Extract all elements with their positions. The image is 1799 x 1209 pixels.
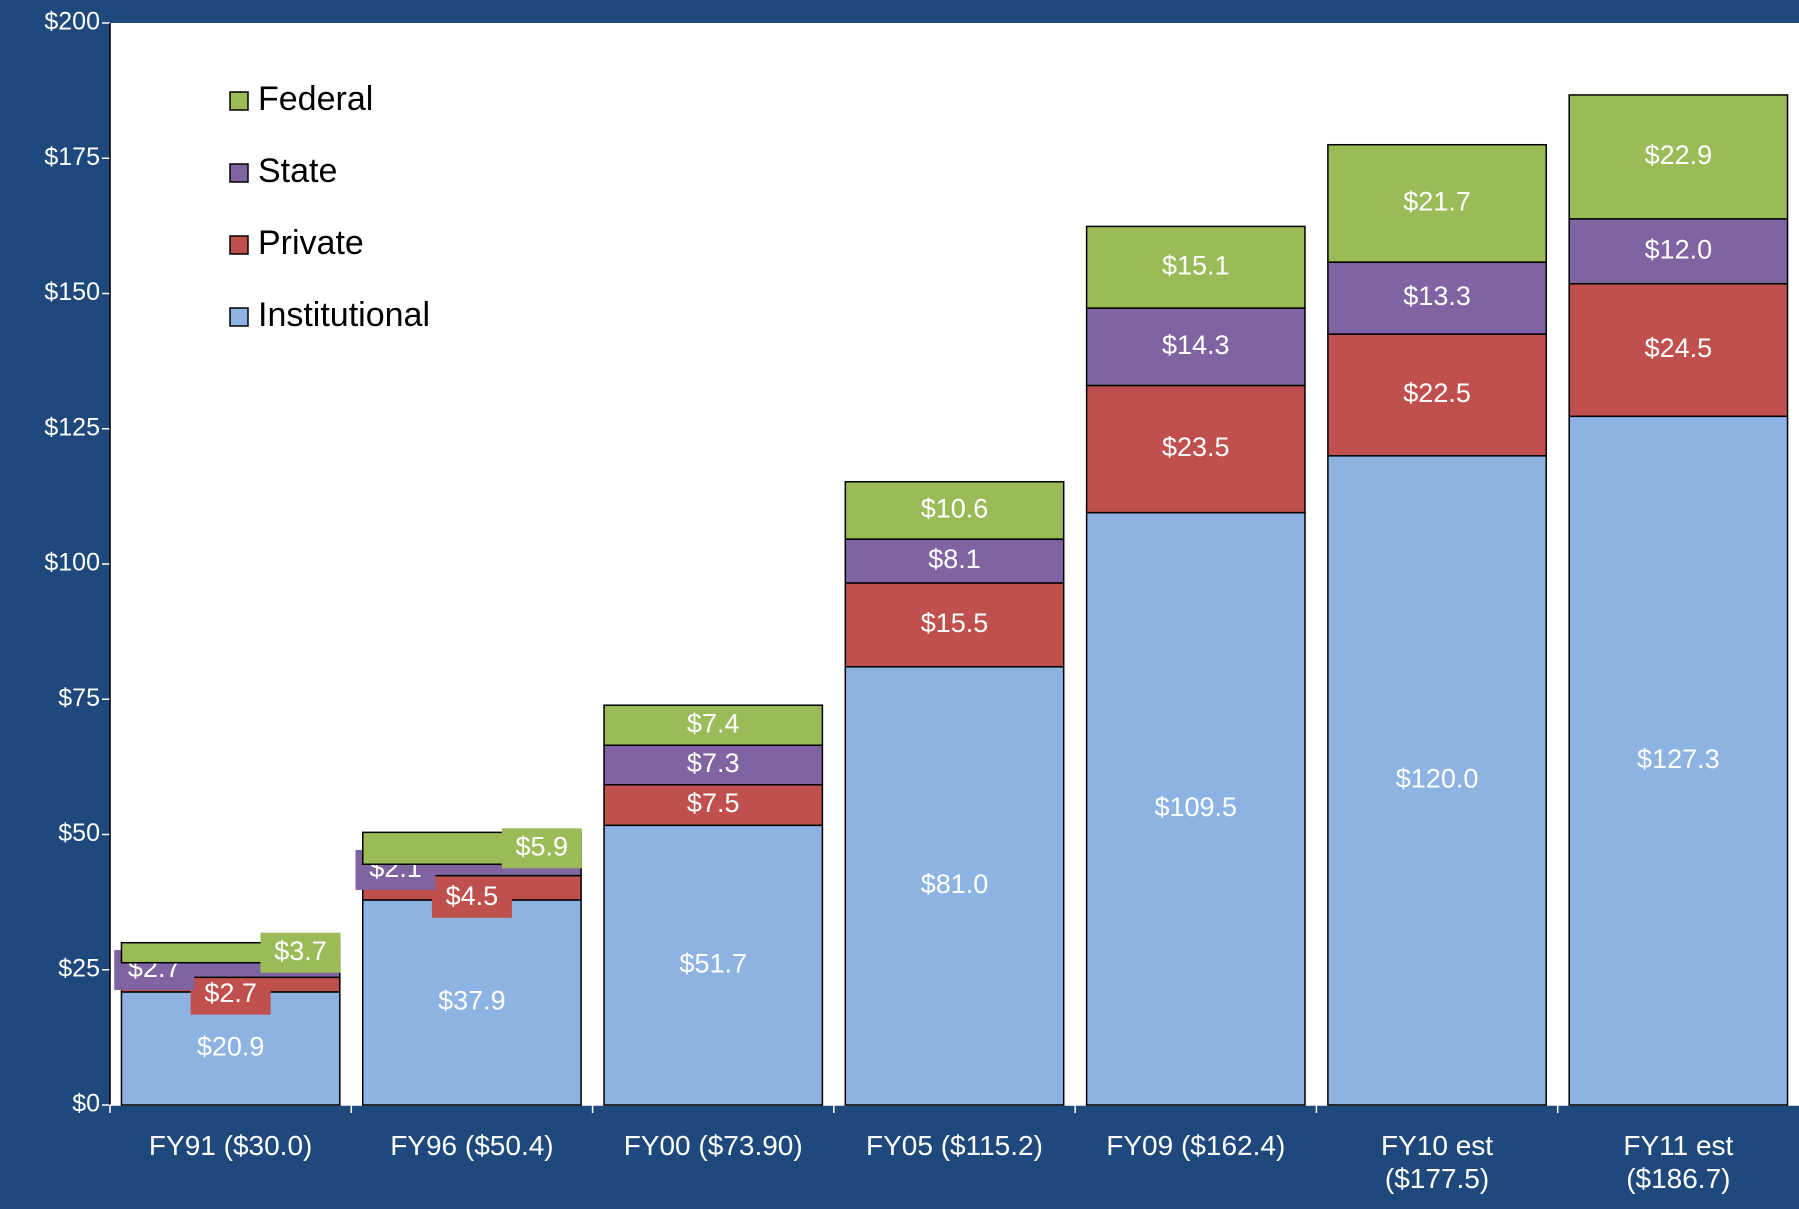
bar-segment [844,666,1065,1106]
y-tick-label: $75 [58,684,100,712]
bar-segment [1085,307,1306,387]
data-label: $109.5 [1154,792,1237,822]
x-tick-label: FY96 ($50.4) [390,1130,554,1161]
bar-segment [1085,511,1306,1106]
label-box [260,932,341,973]
data-label: $4.5 [446,881,499,911]
data-label: $24.5 [1645,333,1713,363]
data-label: $7.3 [687,748,740,778]
data-label: $23.5 [1162,432,1230,462]
legend-label: Private [258,224,364,262]
x-tick-label: FY10 est ($177.5) [1381,1130,1494,1194]
data-label: $7.5 [687,788,740,818]
data-label: $127.3 [1637,744,1720,774]
data-label: $22.5 [1403,378,1471,408]
data-label: $15.1 [1162,250,1230,280]
bar-segment [1085,225,1306,309]
label-box [501,828,582,869]
data-label: $13.3 [1403,281,1471,311]
bar-segment [603,824,824,1106]
bar-segment [844,481,1065,540]
bar-segment [844,582,1065,668]
data-label: $37.9 [438,986,506,1016]
bar-segment [1568,218,1789,285]
bar-segment [603,744,824,786]
legend-swatch [229,235,249,255]
y-tick-label: $175 [44,143,100,171]
y-tick-label: $150 [44,278,100,306]
y-tick-label: $0 [72,1090,100,1118]
data-label: $51.7 [679,948,747,978]
data-label: $3.7 [274,936,327,966]
label-box [431,877,512,918]
x-tick-label: FY91 ($30.0) [148,1130,313,1161]
bar-segment [1327,333,1548,457]
legend-label: Federal [258,80,373,118]
data-label: $5.9 [516,831,569,861]
legend-label: Institutional [258,296,430,334]
data-label: $20.9 [197,1032,265,1062]
bar-segment [603,704,824,746]
legend-label: State [258,152,337,190]
y-tick-label: $100 [44,549,100,577]
data-label: $8.1 [928,544,981,574]
bar-segment [1327,261,1548,335]
data-label: $120.0 [1396,764,1479,794]
bar-segment [1568,415,1789,1106]
data-label: $10.6 [921,494,989,524]
x-tick-label: FY11 est ($186.7) [1623,1130,1734,1194]
data-label: $7.4 [687,708,740,738]
bar-segment [1327,143,1548,263]
y-tick-label: $50 [58,819,100,847]
legend-swatch [229,91,249,111]
bar-segment [1327,455,1548,1106]
data-label: $12.0 [1645,234,1713,264]
legend-swatch [229,163,249,183]
bar-segment [844,538,1065,584]
bar-segment [603,783,824,827]
x-tick-label: FY05 ($115.2) [866,1130,1043,1161]
y-tick-label: $125 [44,413,100,441]
bar-segment [1085,384,1306,514]
data-label: $22.9 [1645,140,1713,170]
data-label: $15.5 [921,608,989,638]
data-label: $2.7 [204,978,257,1008]
bar-segment [1568,283,1789,418]
x-tick-label: FY09 ($162.4) [1106,1130,1286,1161]
data-label: $21.7 [1403,187,1471,217]
bar-segment [361,899,582,1106]
y-tick-label: $200 [44,8,100,36]
legend-swatch [229,307,249,327]
bar-segment [1568,94,1789,220]
x-tick-label: FY00 ($73.90) [623,1130,803,1161]
data-label: $14.3 [1162,330,1230,360]
label-box [190,974,271,1015]
y-tick-label: $25 [58,954,100,982]
data-label: $81.0 [921,869,989,899]
